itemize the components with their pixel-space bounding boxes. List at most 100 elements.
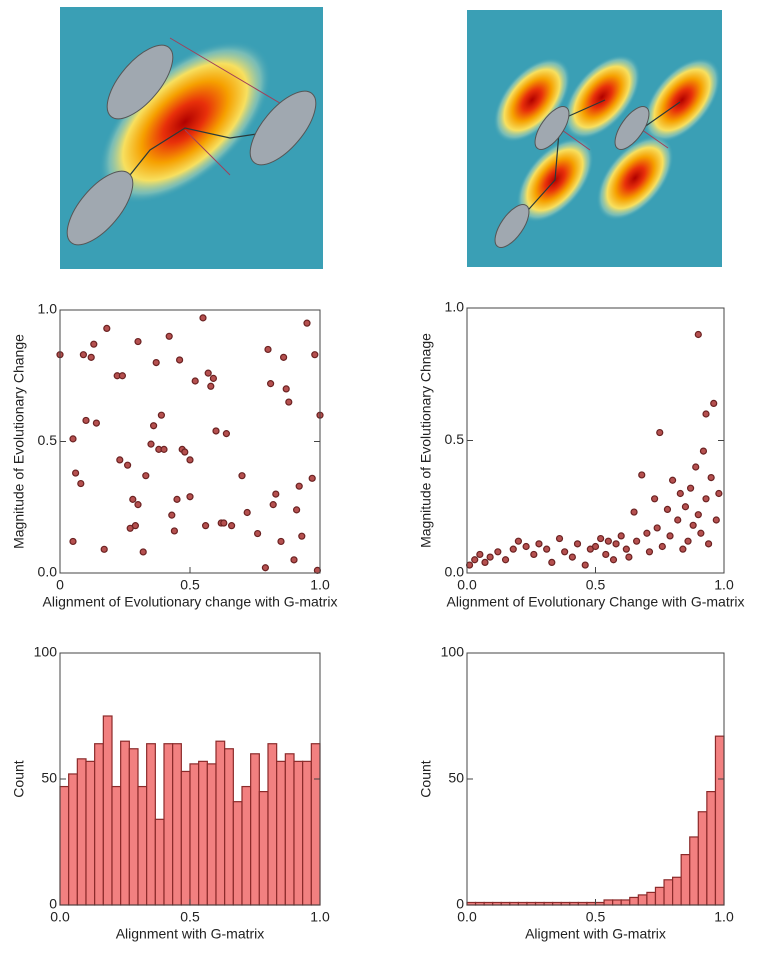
point xyxy=(134,337,142,346)
point xyxy=(597,534,605,543)
y-axis-label: Magnitude of Evolutionary Change xyxy=(11,334,27,549)
x-axis-label: Alignment of Evolutionary change with G-… xyxy=(43,594,338,610)
point xyxy=(92,419,101,427)
point xyxy=(617,532,625,540)
point xyxy=(152,359,160,367)
bar xyxy=(284,753,295,906)
point xyxy=(707,474,715,482)
point xyxy=(212,427,220,435)
point xyxy=(311,351,319,359)
bar xyxy=(102,715,113,906)
point xyxy=(476,550,484,559)
point xyxy=(293,506,301,514)
bar xyxy=(224,748,234,906)
bar xyxy=(706,790,717,906)
point xyxy=(118,372,127,380)
point xyxy=(689,521,697,529)
point xyxy=(715,489,723,498)
point xyxy=(704,540,713,548)
bar xyxy=(680,853,691,906)
point xyxy=(267,380,275,388)
bar xyxy=(646,891,657,906)
bar xyxy=(189,763,200,906)
point xyxy=(684,537,692,545)
point xyxy=(581,561,589,569)
point xyxy=(272,490,280,498)
x-tick-label: 0.5 xyxy=(586,577,606,593)
point xyxy=(139,548,147,556)
point xyxy=(638,471,646,479)
point xyxy=(298,532,306,540)
bar xyxy=(267,743,278,906)
point xyxy=(176,356,184,364)
point xyxy=(181,448,189,456)
point xyxy=(535,540,543,548)
point xyxy=(625,553,633,561)
point xyxy=(261,564,269,572)
landscape-right xyxy=(467,10,722,267)
y-tick-label: 0.0 xyxy=(445,564,465,580)
point xyxy=(204,369,212,377)
x-axis-label: Alignment with G-matrix xyxy=(116,926,265,942)
y-tick-label: 0.0 xyxy=(38,564,58,580)
bar xyxy=(128,748,139,906)
point xyxy=(87,353,95,361)
point xyxy=(481,558,489,567)
y-tick-label: 1.0 xyxy=(445,299,465,315)
point xyxy=(69,435,77,443)
point xyxy=(129,495,137,503)
point xyxy=(602,550,610,559)
x-tick-label: 1.0 xyxy=(714,909,734,925)
point xyxy=(694,330,702,339)
point xyxy=(573,540,582,548)
bar xyxy=(120,740,130,906)
point xyxy=(142,472,150,480)
point xyxy=(82,416,90,425)
panel: 0.0 0.5 1.0 0 50 100 Alignment with G-matrix Co… xyxy=(11,644,330,942)
point xyxy=(71,469,80,477)
bar xyxy=(111,785,122,906)
point xyxy=(168,511,176,519)
point xyxy=(295,482,303,490)
x-tick-label: 0.0 xyxy=(50,909,70,925)
point xyxy=(285,398,293,406)
x-tick-label: 0 xyxy=(56,577,64,593)
bar xyxy=(663,879,674,906)
y-tick-label: 100 xyxy=(441,644,465,660)
point xyxy=(676,489,684,498)
point xyxy=(666,532,674,540)
bar xyxy=(612,899,622,906)
point xyxy=(290,556,298,564)
point xyxy=(702,410,710,418)
bar xyxy=(302,760,312,906)
x-tick-label: 1.0 xyxy=(310,577,330,593)
point xyxy=(303,319,311,327)
point xyxy=(509,545,517,553)
point xyxy=(282,385,290,393)
point xyxy=(264,345,272,354)
point xyxy=(686,484,695,492)
bar xyxy=(637,894,648,906)
point xyxy=(568,553,576,561)
point xyxy=(530,550,538,559)
point xyxy=(712,516,720,524)
point xyxy=(486,553,494,561)
point xyxy=(220,519,228,527)
point xyxy=(658,542,666,551)
plot-frame xyxy=(466,307,725,574)
point xyxy=(633,537,641,545)
point xyxy=(157,411,165,419)
bar xyxy=(94,743,104,906)
point xyxy=(522,542,530,551)
x-tick-label: 0.5 xyxy=(180,577,200,593)
point xyxy=(702,495,710,503)
point xyxy=(656,428,664,437)
point xyxy=(674,516,682,524)
point xyxy=(103,324,111,333)
point xyxy=(123,461,132,469)
x-axis-label: Alignment of Evolutionary Change with G-… xyxy=(446,594,744,610)
point xyxy=(609,556,618,564)
bar xyxy=(215,740,226,906)
